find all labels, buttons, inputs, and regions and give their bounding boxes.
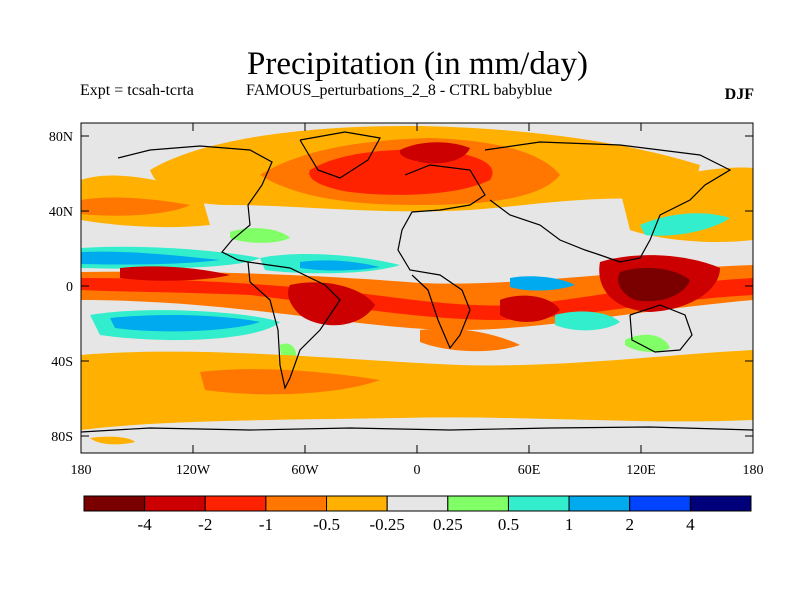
colorbar-swatch-1: [144, 495, 206, 512]
colorbar-label-0: -4: [138, 515, 153, 534]
pacific-north-equator-deep-blue: [81, 251, 220, 265]
run-label: FAMOUS_perturbations_2_8 - CTRL babyblue: [246, 82, 553, 99]
lon-label-60e: 60E: [518, 463, 541, 478]
colorbar-label-2: -1: [259, 515, 273, 534]
south-atlantic-orange: [420, 328, 520, 352]
antarctica-coast: [81, 426, 753, 433]
north-america-coast: [117, 145, 273, 263]
colorbar-label-9: 4: [686, 515, 695, 534]
colorbar-label-4: -0.25: [369, 515, 404, 534]
pacific-equator-deep-red: [120, 266, 230, 281]
australia-coast: [629, 304, 693, 353]
asia-coast: [484, 141, 732, 263]
indian-ocean-blue: [510, 276, 575, 291]
longitude-axis: [80, 123, 754, 453]
equatorial-red-band: [81, 278, 753, 320]
south-indian-teal: [555, 311, 620, 331]
amazon-deep-red: [288, 282, 375, 326]
lat-label-40n: 40N: [49, 205, 73, 220]
colorbar-label-8: 2: [625, 515, 634, 534]
colorbar-label-3: -0.5: [313, 515, 340, 534]
colorbar-swatch-3: [265, 495, 328, 512]
southern-ocean-dark-orange: [200, 369, 380, 395]
colorbar-swatch-9: [629, 495, 691, 512]
australia-east-green: [625, 334, 670, 352]
indian-ocean-red: [500, 295, 560, 322]
south-america-coast: [247, 261, 341, 390]
colorbar-label-6: 0.5: [498, 515, 519, 534]
colorbar-swatch-4: [326, 495, 388, 512]
colorbar-swatch-7: [507, 495, 570, 512]
season-label: DJF: [724, 86, 754, 103]
colorbar-swatch-0: [83, 495, 146, 512]
lat-label-40s: 40S: [51, 355, 73, 370]
colorbar: -4 -2 -1 -0.5 -0.25 0.25 0.5 1 2 4: [83, 495, 752, 534]
lat-label-80s: 80S: [51, 430, 73, 445]
experiment-label: Expt = tcsah-tcrta: [80, 82, 194, 99]
coastlines: [81, 131, 753, 433]
east-asia-teal: [640, 213, 730, 236]
lon-label-180w: 180: [71, 463, 92, 478]
lon-label-180e: 180: [743, 463, 764, 478]
colorbar-swatch-5: [386, 495, 449, 512]
colorbar-swatch-6: [447, 495, 509, 512]
maritime-continent-dark: [618, 267, 690, 302]
lon-label-0: 0: [414, 463, 421, 478]
greenland-coast: [299, 131, 381, 179]
chart-title: Precipitation (in mm/day): [247, 46, 588, 82]
europe-africa-coast: [397, 164, 486, 350]
colorbar-swatch-10: [689, 495, 752, 512]
lon-label-120w: 120W: [176, 463, 211, 478]
lon-label-60w: 60W: [291, 463, 319, 478]
colorbar-swatch-2: [204, 495, 267, 512]
colorbar-label-1: -2: [198, 515, 212, 534]
colorbar-label-5: 0.25: [433, 515, 463, 534]
north-africa-green: [230, 228, 290, 243]
lat-label-0: 0: [66, 280, 73, 295]
atlantic-north-equator-blue: [300, 260, 380, 271]
precipitation-field: [81, 123, 753, 453]
antarctic-orange: [90, 436, 135, 445]
north-pacific-red: [81, 197, 190, 216]
colorbar-swatch-8: [568, 495, 631, 512]
north-atlantic-deep-red: [399, 142, 470, 164]
south-pacific-blue-band: [110, 315, 260, 332]
colorbar-label-7: 1: [565, 515, 574, 534]
lat-label-80n: 80N: [49, 130, 73, 145]
lon-label-120e: 120E: [626, 463, 656, 478]
latitude-axis: [81, 135, 753, 437]
